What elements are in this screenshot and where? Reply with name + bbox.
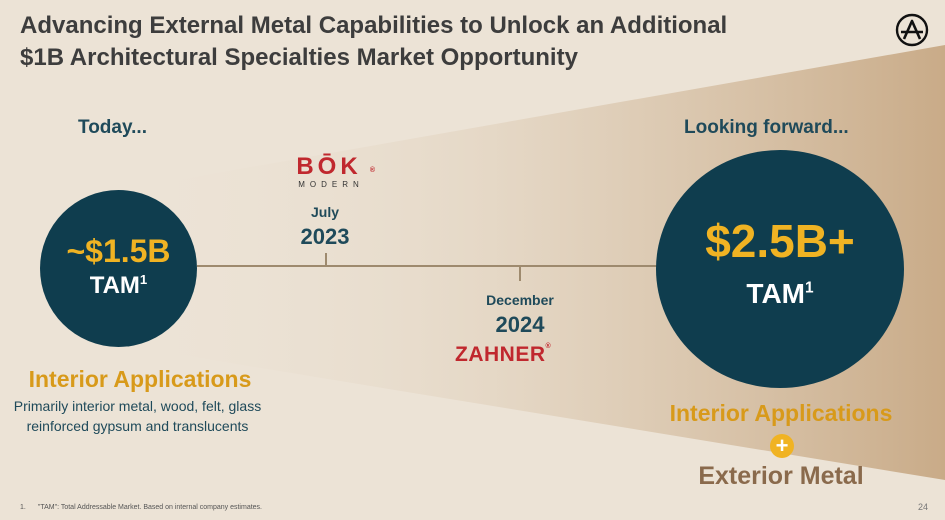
slide-title: Advancing External Metal Capabilities to…	[20, 10, 820, 74]
looking-forward-heading: Looking forward...	[684, 117, 849, 138]
future-tam-circle: $2.5B+ TAM1	[656, 150, 904, 388]
today-tam-circle: ~$1.5B TAM1	[40, 190, 197, 347]
today-tam-value: ~$1.5B	[66, 233, 171, 269]
armstrong-a-icon	[895, 13, 929, 47]
page-number: 24	[918, 502, 929, 512]
event-2-year: 2024	[495, 312, 545, 337]
timeline-line	[197, 265, 659, 267]
footnote: 1. "TAM": Total Addressable Market. Based…	[20, 504, 262, 511]
zahner-logo: ZAHNER®	[455, 343, 552, 366]
title-line-1: Advancing External Metal Capabilities to…	[20, 12, 728, 39]
future-tam-value: $2.5B+	[705, 215, 855, 267]
future-applications-title: Interior Applications	[669, 400, 893, 426]
today-applications-title: Interior Applications	[28, 366, 252, 392]
plus-icon: +	[770, 434, 794, 458]
exterior-metal-label: Exterior Metal	[698, 462, 864, 490]
future-tam-label: TAM1	[746, 278, 814, 309]
event-1-month: July	[310, 204, 339, 220]
title-line-2: $1B Architectural Specialties Market Opp…	[20, 44, 578, 71]
timeline-tick-2024	[519, 267, 521, 281]
event-2-month: December	[486, 292, 554, 308]
today-applications-description: Primarily interior metal, wood, felt, gl…	[13, 398, 262, 434]
today-tam-label: TAM1	[89, 272, 148, 299]
event-1-year: 2023	[300, 224, 350, 249]
bok-modern-logo: BŌK ® MODERN	[296, 153, 375, 190]
today-heading: Today...	[78, 117, 147, 138]
timeline-tick-2023	[325, 253, 327, 267]
